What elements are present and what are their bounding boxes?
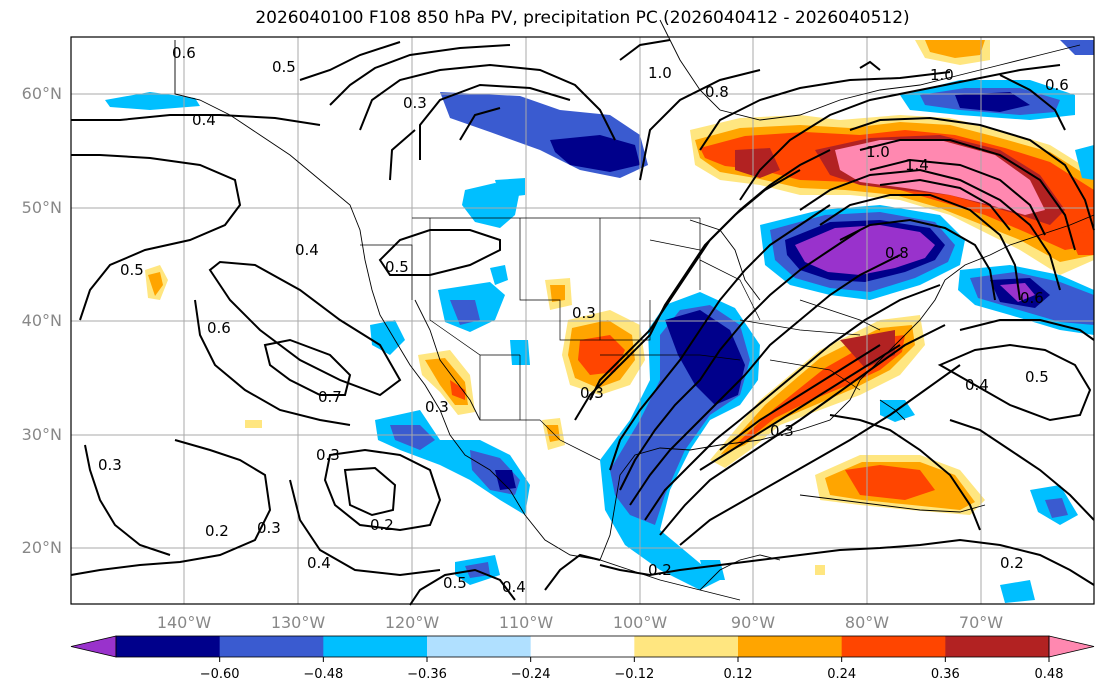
colorbar-tick-label: −0.24 bbox=[511, 667, 551, 682]
lon-label: 70°W bbox=[959, 613, 1003, 632]
lon-label: 100°W bbox=[613, 613, 668, 632]
contour-label: 0.8 bbox=[885, 244, 909, 262]
colorbar-segment bbox=[738, 636, 843, 657]
contour-label: 0.2 bbox=[648, 561, 672, 579]
contour-label: 1.0 bbox=[866, 143, 890, 161]
colorbar-tick-label: −0.60 bbox=[200, 667, 240, 682]
contour-label: 0.3 bbox=[403, 94, 427, 112]
plot-frame bbox=[70, 36, 1095, 605]
lat-label: 60°N bbox=[22, 84, 62, 103]
map-title: 2026040100 F108 850 hPa PV, precipitatio… bbox=[255, 8, 910, 28]
colorbar-arrow-high bbox=[1048, 635, 1095, 658]
contour-label: 0.6 bbox=[207, 319, 231, 337]
contour-label: 0.2 bbox=[370, 516, 394, 534]
contour-label: 0.3 bbox=[572, 304, 596, 322]
contour-label: 0.4 bbox=[295, 241, 319, 259]
lon-label: 120°W bbox=[385, 613, 440, 632]
lat-label: 30°N bbox=[22, 425, 62, 444]
contour-label: 0.4 bbox=[307, 554, 331, 572]
lon-label: 90°W bbox=[731, 613, 775, 632]
contour-label: 0.3 bbox=[580, 384, 604, 402]
contour-label: 0.6 bbox=[1020, 289, 1044, 307]
colorbar-frame bbox=[115, 635, 1050, 658]
lon-labels: 140°W 130°W 120°W 110°W 100°W 90°W 80°W … bbox=[157, 613, 1003, 632]
colorbar-tick-label: −0.12 bbox=[614, 667, 654, 682]
contour-label: 0.3 bbox=[257, 519, 281, 537]
lon-label: 80°W bbox=[845, 613, 889, 632]
lat-label: 20°N bbox=[22, 538, 62, 557]
colorbar-arrow-low bbox=[70, 635, 117, 658]
contour-label: 1.0 bbox=[648, 64, 672, 82]
contour-label: 0.5 bbox=[272, 58, 296, 76]
colorbar-segment bbox=[427, 636, 532, 657]
colorbar bbox=[70, 635, 1095, 658]
colorbar-tick-label: −0.48 bbox=[303, 667, 343, 682]
lon-label: 140°W bbox=[157, 613, 212, 632]
contour-label: 0.5 bbox=[120, 261, 144, 279]
lat-labels: 60°N 50°N 40°N 30°N 20°N bbox=[22, 84, 62, 557]
contour-label: 0.3 bbox=[425, 398, 449, 416]
colorbar-segment bbox=[634, 636, 739, 657]
contour-label: 1.4 bbox=[905, 156, 929, 174]
colorbar-ticks: −0.60 −0.48 −0.36 −0.24 −0.12 0.12 0.24 0.36 0.4… bbox=[200, 657, 1064, 682]
contour-label: 0.3 bbox=[98, 456, 122, 474]
contour-label: 0.6 bbox=[1045, 76, 1069, 94]
contour-label: 0.4 bbox=[965, 376, 989, 394]
contour-label: 1.0 bbox=[930, 66, 954, 84]
contour-label: 0.4 bbox=[192, 111, 216, 129]
colorbar-segment bbox=[116, 636, 221, 657]
contour-label: 0.7 bbox=[318, 388, 342, 406]
colorbar-tick-label: −0.36 bbox=[407, 667, 447, 682]
lon-label: 130°W bbox=[271, 613, 326, 632]
coastlines bbox=[174, 19, 1095, 601]
colorbar-segment bbox=[530, 636, 635, 657]
contour-label: 0.2 bbox=[205, 522, 229, 540]
contour-label: 0.2 bbox=[1000, 554, 1024, 572]
lon-label: 110°W bbox=[499, 613, 554, 632]
contour-label: 0.6 bbox=[172, 44, 196, 62]
contour-label: 0.5 bbox=[385, 258, 409, 276]
state-borders bbox=[360, 217, 861, 461]
contour-label: 0.3 bbox=[770, 422, 794, 440]
lat-label: 40°N bbox=[22, 311, 62, 330]
colorbar-segment bbox=[323, 636, 428, 657]
contour-label: 0.3 bbox=[316, 446, 340, 464]
colorbar-segment bbox=[219, 636, 324, 657]
colorbar-segment bbox=[841, 636, 946, 657]
lat-label: 50°N bbox=[22, 198, 62, 217]
pv-contours bbox=[70, 39, 1095, 606]
contour-labels: 0.6 0.5 0.4 0.3 1.0 0.8 1.0 0.6 0.4 0.5 … bbox=[98, 44, 1069, 596]
colorbar-tick-label: 0.36 bbox=[931, 667, 960, 682]
contour-label: 0.5 bbox=[1025, 368, 1049, 386]
colorbar-tick-label: 0.48 bbox=[1035, 667, 1064, 682]
contour-label: 0.4 bbox=[502, 578, 526, 596]
colorbar-tick-label: 0.12 bbox=[724, 667, 753, 682]
colorbar-tick-label: 0.24 bbox=[827, 667, 856, 682]
colorbar-segment bbox=[945, 636, 1050, 657]
contour-label: 0.5 bbox=[443, 574, 467, 592]
contour-label: 0.8 bbox=[705, 83, 729, 101]
